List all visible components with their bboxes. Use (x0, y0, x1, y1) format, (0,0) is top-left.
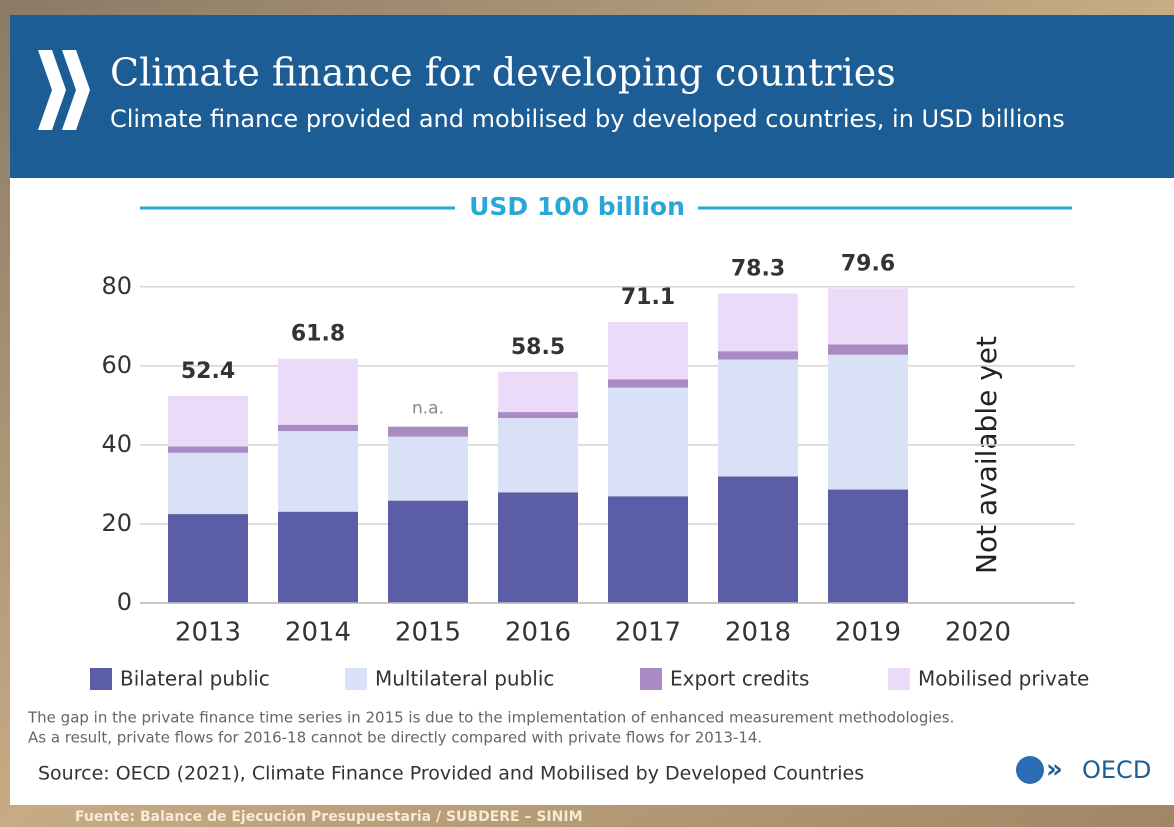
bar-segment (498, 492, 578, 603)
logo-globe (1016, 756, 1044, 784)
total-label: 78.3 (731, 256, 785, 281)
legend-label: Mobilised private (918, 667, 1089, 691)
bar-segment (388, 426, 468, 437)
bar-segment (498, 418, 578, 493)
bar-segment (168, 452, 248, 515)
x-tick-label: 2015 (395, 618, 461, 648)
banner (10, 15, 1174, 178)
bar-segment (168, 446, 248, 453)
chart-title: Climate finance for developing countries (110, 51, 896, 95)
x-tick-label: 2020 (945, 618, 1011, 648)
legend-swatch (345, 668, 367, 690)
note: As a result, private flows for 2016-18 c… (28, 729, 762, 747)
bar-segment (718, 351, 798, 360)
bar-segment (278, 424, 358, 432)
x-tick-label: 2013 (175, 618, 241, 648)
y-tick-label: 80 (101, 272, 132, 300)
caption: Fuente: Balance de Ejecución Presupuesta… (75, 809, 583, 825)
chart-subtitle: Climate finance provided and mobilised b… (110, 105, 1065, 133)
y-tick-label: 60 (101, 351, 132, 379)
total-label: 52.4 (181, 359, 235, 384)
legend-swatch (90, 668, 112, 690)
bar-segment (828, 354, 908, 490)
bar-segment (718, 359, 798, 477)
bar-segment (278, 511, 358, 603)
note: The gap in the private finance time seri… (27, 709, 954, 727)
bar-segment (498, 412, 578, 419)
bar-segment (608, 321, 688, 380)
total-label: 71.1 (621, 285, 675, 310)
source: Source: OECD (2021), Climate Finance Pro… (38, 763, 864, 785)
legend-swatch (640, 668, 662, 690)
bar-segment (278, 431, 358, 512)
bar-segment (608, 496, 688, 603)
bar-segment (718, 476, 798, 603)
bar-segment (828, 344, 908, 355)
bar-segment (388, 500, 468, 603)
legend-label: Export credits (670, 667, 809, 691)
legend-label: Bilateral public (120, 667, 270, 691)
bar-segment (388, 436, 468, 501)
total-label: 61.8 (291, 322, 345, 347)
x-tick-label: 2014 (285, 618, 351, 648)
target-label: USD 100 billion (469, 192, 685, 221)
bar-segment (168, 395, 248, 447)
bar-segment (828, 288, 908, 345)
legend-label: Multilateral public (375, 667, 554, 691)
logo-arrows-small: » (1046, 755, 1063, 785)
y-tick-label: 40 (101, 430, 132, 458)
bar-segment (278, 358, 358, 425)
legend-swatch (888, 668, 910, 690)
bar-segment (168, 514, 248, 603)
bar-segment (608, 387, 688, 497)
y-tick-label: 0 (117, 588, 132, 616)
x-tick-label: 2017 (615, 618, 681, 648)
bar-segment (498, 371, 578, 413)
x-tick-label: 2018 (725, 618, 791, 648)
total-label: n.a. (412, 399, 444, 419)
logo-text: OECD (1082, 756, 1151, 784)
annotation: Not available yet (970, 336, 1003, 574)
total-label: 79.6 (841, 251, 895, 276)
x-tick-label: 2019 (835, 618, 901, 648)
bar-segment (608, 379, 688, 388)
bar-segment (828, 489, 908, 603)
bar-segment (718, 293, 798, 352)
total-label: 58.5 (511, 335, 565, 360)
y-tick-label: 20 (101, 509, 132, 537)
x-tick-label: 2016 (505, 618, 571, 648)
logo-arrows (38, 50, 90, 130)
